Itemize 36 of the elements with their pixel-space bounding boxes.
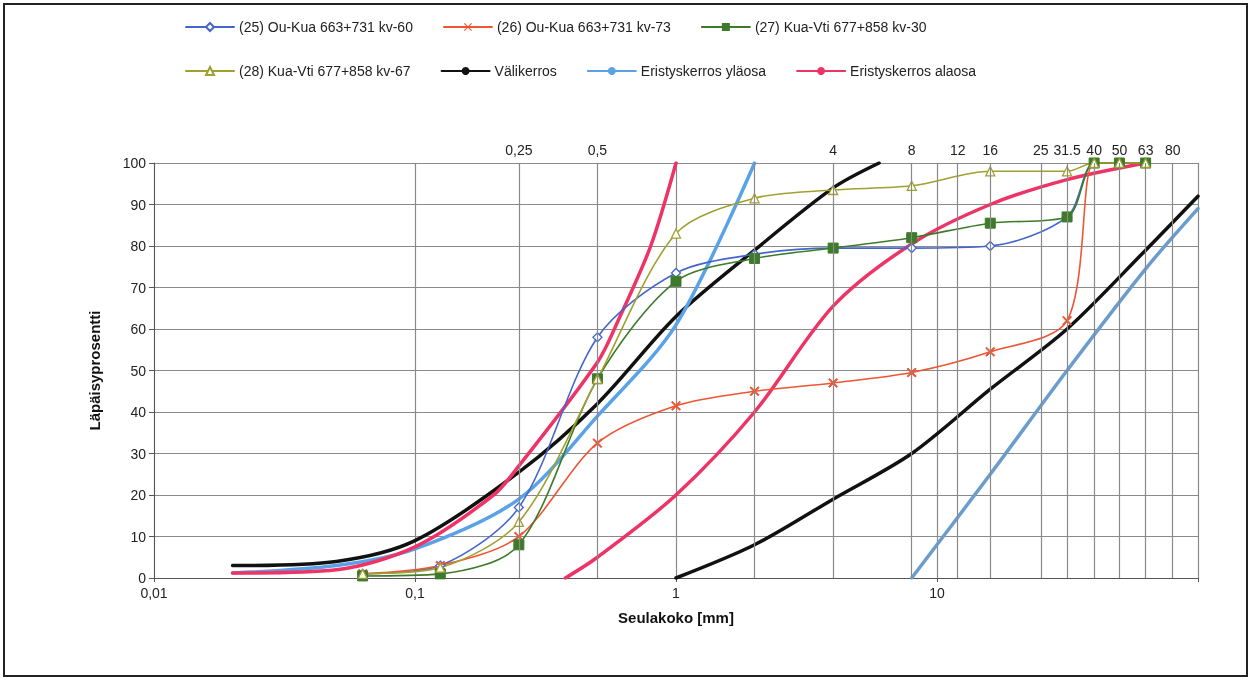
ref-line-label: 12 <box>949 142 966 158</box>
y-tick-label: 70 <box>130 279 147 296</box>
y-tick-label: 0 <box>138 570 147 586</box>
y-tick-label: 10 <box>130 528 147 545</box>
x-tick-label: 10 <box>929 585 945 601</box>
legend-label: Eristyskerros yläosa <box>640 63 767 79</box>
legend-label: (25) Ou-Kua 663+731 kv-60 <box>239 19 414 35</box>
x-axis-title: Seulakoko [mm] <box>618 609 734 626</box>
y-tick-label: 50 <box>130 362 147 379</box>
x-tick-label: 0,1 <box>405 585 425 601</box>
ref-line-label: 50 <box>1111 142 1128 158</box>
ref-line-label: 8 <box>907 142 916 158</box>
y-tick-label: 20 <box>130 487 147 503</box>
x-tick-label: 0,01 <box>140 585 168 601</box>
ref-line-label: 31.5 <box>1053 142 1081 158</box>
ref-line-label: 0,5 <box>587 142 608 158</box>
legend-label: (28) Kua-Vti 677+858 kv-67 <box>239 63 411 79</box>
x-tick-label: 1 <box>672 585 681 601</box>
y-tick-label: 40 <box>130 404 147 420</box>
legend-label: (27) Kua-Vti 677+858 kv-30 <box>754 19 927 35</box>
y-tick-label: 60 <box>130 321 147 337</box>
y-axis-title: Läpäisyprosentti <box>86 310 103 431</box>
ref-line-label: 40 <box>1086 142 1103 158</box>
ref-line-label: 80 <box>1164 142 1181 158</box>
legend-label: Välikerros <box>494 63 557 79</box>
y-tick-label: 80 <box>130 238 147 254</box>
ref-line-label: 25 <box>1033 142 1049 158</box>
ref-line-label: 4 <box>829 142 838 158</box>
ref-line-label: 0,25 <box>505 142 533 158</box>
y-tick-label: 90 <box>130 196 147 213</box>
legend-label: (26) Ou-Kua 663+731 kv-73 <box>496 19 672 35</box>
legend-label: Eristyskerros alaosa <box>850 63 977 79</box>
ref-line-label: 63 <box>1137 142 1154 158</box>
y-tick-label: 30 <box>130 445 147 462</box>
ref-line-label: 16 <box>982 142 999 158</box>
y-tick-label: 100 <box>122 155 147 171</box>
